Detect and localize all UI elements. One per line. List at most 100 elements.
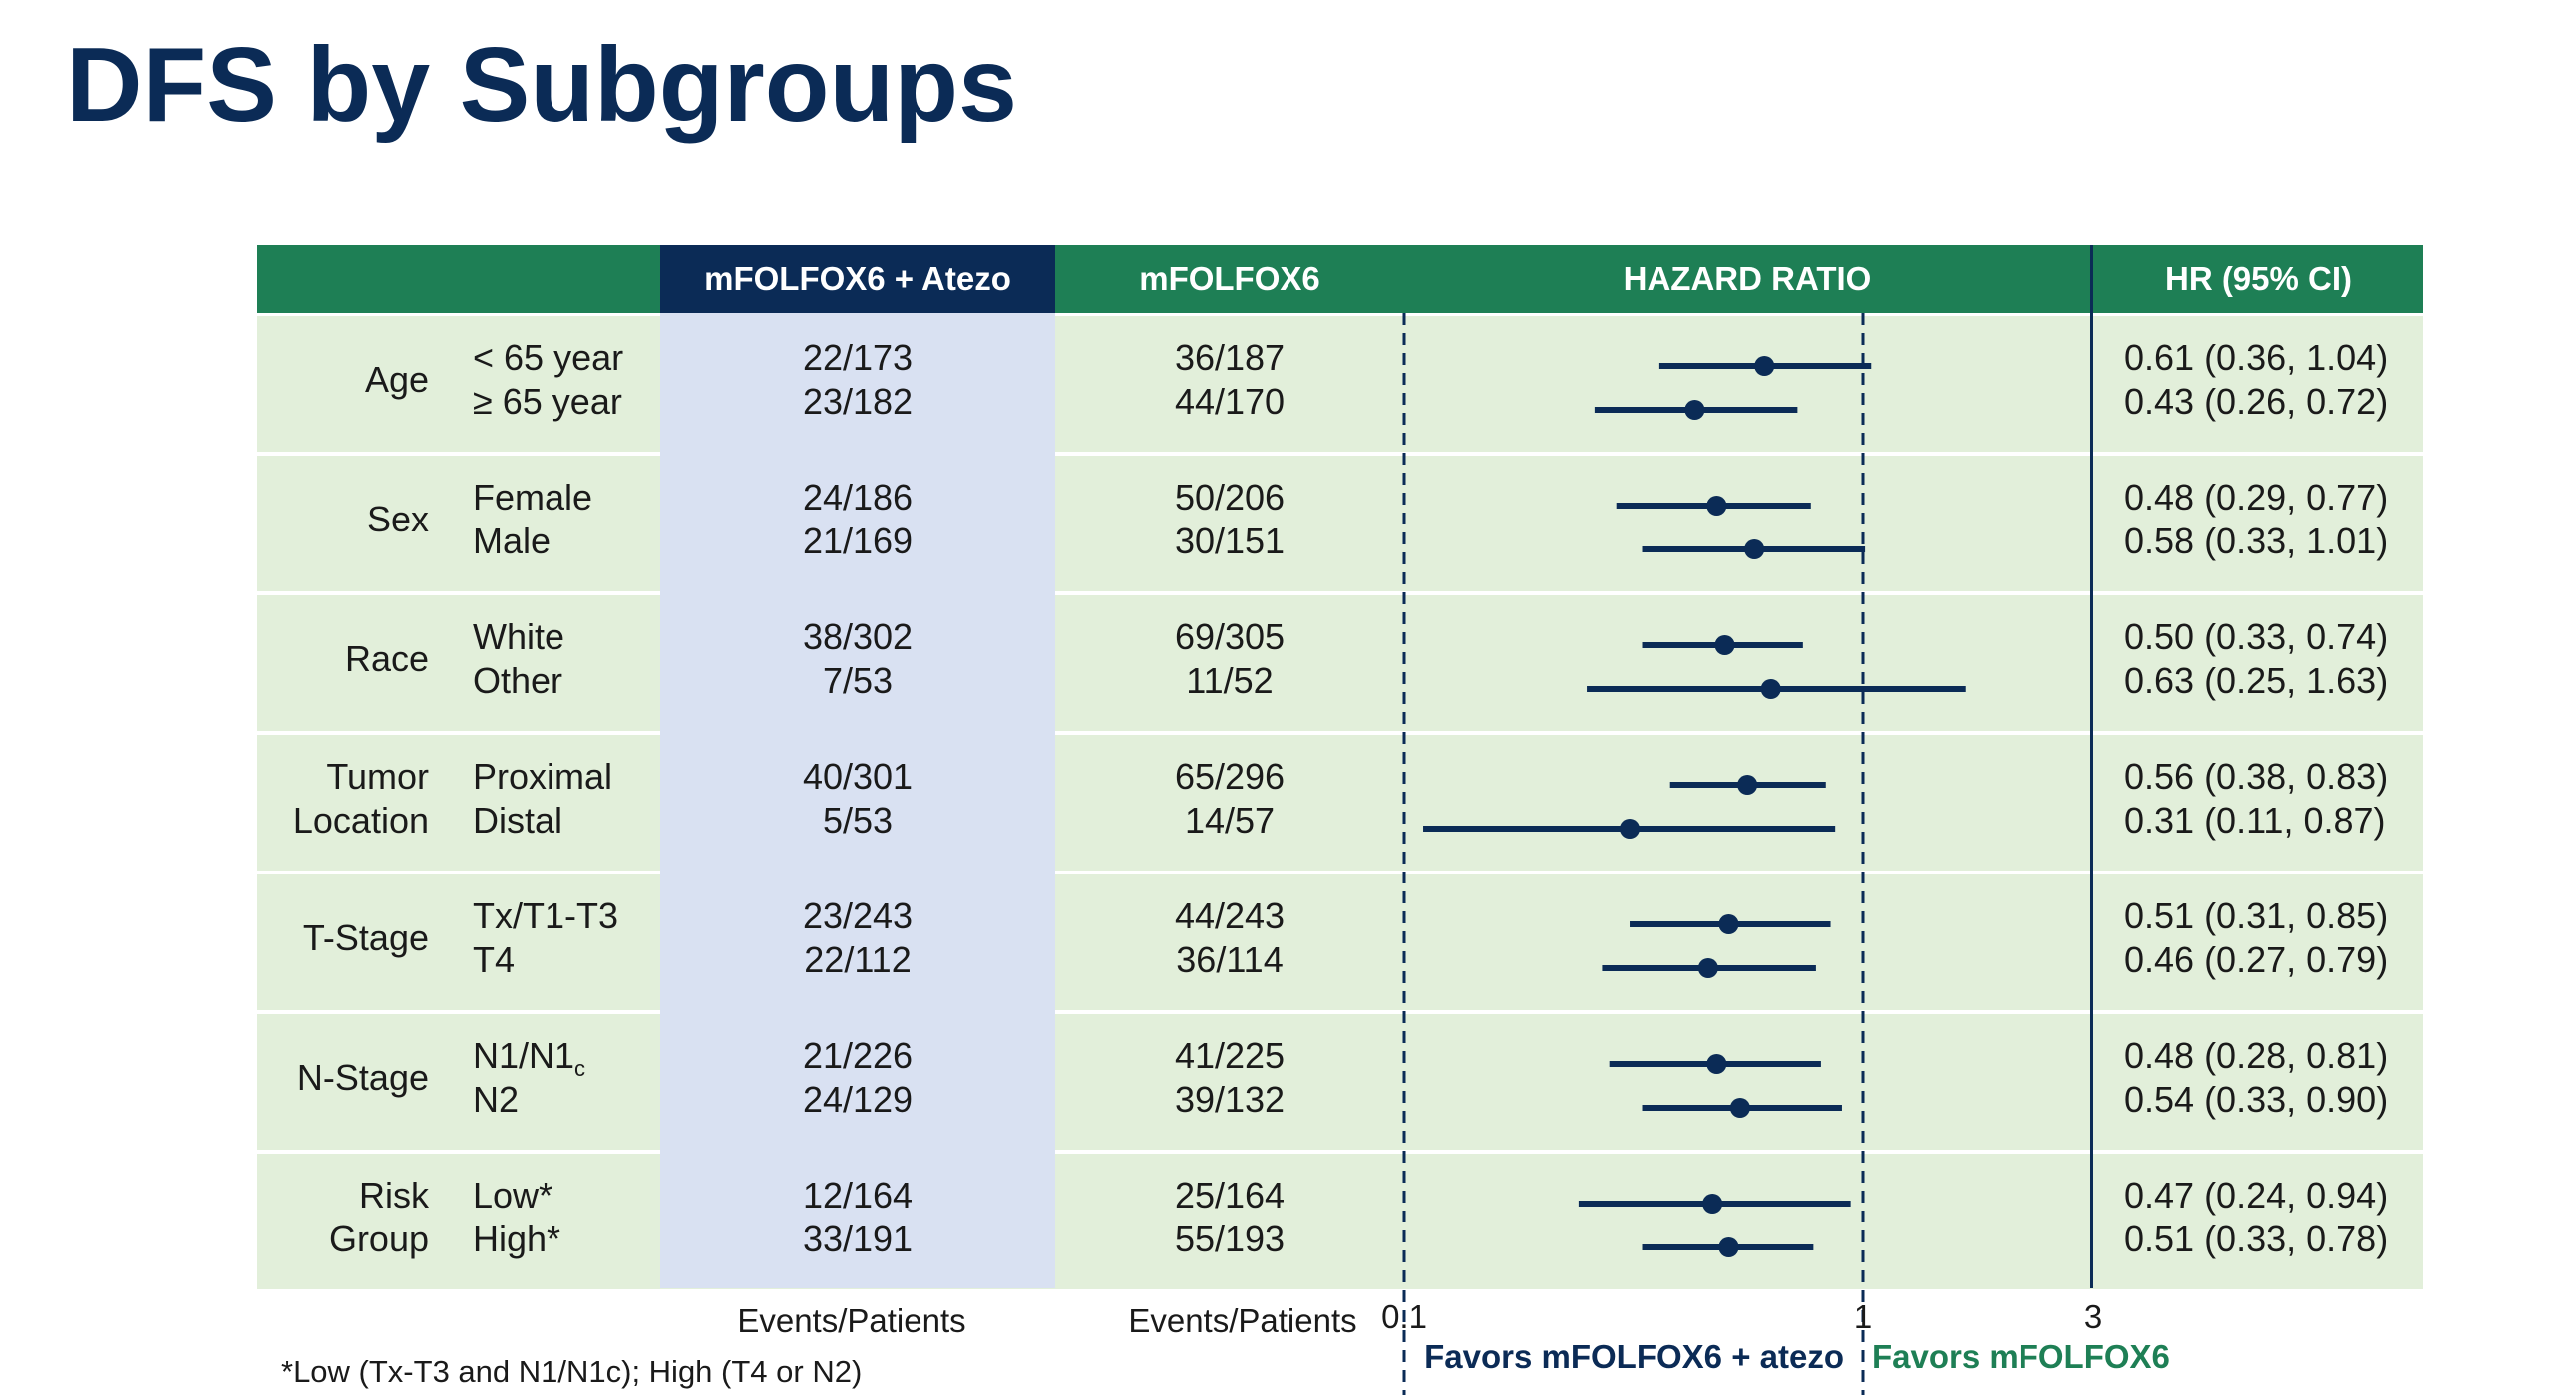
group-row-background xyxy=(257,595,2423,731)
hr-ci-value: 0.46 (0.27, 0.79) xyxy=(2124,939,2389,980)
subgroup-label: Proximal xyxy=(473,755,612,799)
x-tick-label: 0.1 xyxy=(1381,1298,1427,1335)
header-hazard-ratio: HAZARD RATIO xyxy=(1623,260,1872,297)
subgroup-label-text: High* xyxy=(473,1219,561,1259)
group-row-background xyxy=(257,456,2423,591)
subgroup-label: N1/N1c xyxy=(473,1034,585,1091)
subgroup-label: T4 xyxy=(473,938,515,982)
atezo-events-patients: 23/243 xyxy=(802,895,914,936)
page-title: DFS by Subgroups xyxy=(66,26,1017,144)
atezo-column-background xyxy=(660,313,1055,1288)
subgroup-label-text: Proximal xyxy=(473,756,613,797)
subgroup-label-text: Distal xyxy=(473,800,563,841)
subgroup-label-text: < 65 year xyxy=(473,337,624,378)
hr-ci-value: 0.48 (0.29, 0.77) xyxy=(2124,477,2389,518)
hr-point xyxy=(1737,775,1758,795)
header-control: mFOLFOX6 xyxy=(1139,260,1320,297)
atezo-events-patients: 22/112 xyxy=(804,939,912,980)
subgroup-label: Tx/T1-T3 xyxy=(473,894,618,938)
table-header-band xyxy=(257,245,2423,313)
control-events-patients: 55/193 xyxy=(1174,1219,1286,1259)
subgroup-label: White xyxy=(473,615,564,659)
atezo-events-patients: 40/301 xyxy=(802,756,914,797)
control-events-patients: 41/225 xyxy=(1174,1035,1286,1076)
hr-point xyxy=(1620,819,1641,839)
control-events-patients: 25/164 xyxy=(1174,1175,1286,1216)
atezo-events-patients: 24/186 xyxy=(802,477,914,518)
group-label: Group xyxy=(328,1219,429,1259)
control-events-patients: 36/114 xyxy=(1176,939,1284,980)
group-label: T-Stage xyxy=(302,917,429,958)
hr-ci-value: 0.54 (0.33, 0.90) xyxy=(2124,1079,2389,1120)
hr-point xyxy=(1754,356,1775,376)
control-events-patients: 44/243 xyxy=(1174,895,1286,936)
group-label: Sex xyxy=(366,499,429,539)
hr-point xyxy=(1702,1194,1723,1214)
group-label: Race xyxy=(344,638,429,679)
subgroup-label-text: ≥ 65 year xyxy=(473,381,622,422)
control-events-patients: 44/170 xyxy=(1174,381,1286,422)
hr-ci-value: 0.51 (0.31, 0.85) xyxy=(2124,895,2389,936)
subgroup-label-text: Tx/T1-T3 xyxy=(473,895,619,936)
hr-point xyxy=(1706,496,1727,516)
subgroup-label: ≥ 65 year xyxy=(473,380,622,424)
subgroup-subscript: c xyxy=(574,1056,586,1082)
atezo-events-patients: 33/191 xyxy=(802,1219,914,1259)
subgroup-label: < 65 year xyxy=(473,336,623,380)
hr-point xyxy=(1760,679,1781,699)
hr-ci-value: 0.56 (0.38, 0.83) xyxy=(2124,756,2389,797)
control-events-patients: 36/187 xyxy=(1174,337,1286,378)
subgroup-label-text: N1/N1 xyxy=(473,1035,575,1076)
control-events-patients: 69/305 xyxy=(1174,616,1286,657)
atezo-events-patients: 21/226 xyxy=(802,1035,914,1076)
hr-point xyxy=(1706,1054,1727,1074)
group-label: N-Stage xyxy=(296,1057,429,1098)
hr-ci-value: 0.58 (0.33, 1.01) xyxy=(2124,521,2389,561)
subgroup-label: Male xyxy=(473,520,551,563)
group-row-background xyxy=(257,735,2423,871)
atezo-events-patients: 24/129 xyxy=(802,1079,914,1120)
subgroup-label-text: Other xyxy=(473,660,563,701)
hr-ci-value: 0.61 (0.36, 1.04) xyxy=(2124,337,2389,378)
hr-ci-value: 0.63 (0.25, 1.63) xyxy=(2124,660,2389,701)
subgroup-label-text: Female xyxy=(473,477,593,518)
atezo-events-patients: 7/53 xyxy=(822,660,894,701)
group-row-background xyxy=(257,1014,2423,1150)
atezo-events-patients: 22/173 xyxy=(802,337,914,378)
subgroup-label: Female xyxy=(473,476,592,520)
subgroup-label: N2 xyxy=(473,1078,519,1122)
control-events-patients: 30/151 xyxy=(1174,521,1286,561)
group-label: Tumor xyxy=(326,756,429,797)
header-hr-ci: HR (95% CI) xyxy=(2164,260,2353,297)
atezo-events-patients: 12/164 xyxy=(802,1175,914,1216)
subgroup-label-text: Low* xyxy=(473,1175,553,1216)
group-label: Location xyxy=(292,800,429,841)
subgroup-label-text: T4 xyxy=(473,939,516,980)
column-divider xyxy=(2090,245,2093,1288)
atezo-events-patients: 5/53 xyxy=(822,800,894,841)
subgroup-label: Low* xyxy=(473,1174,552,1218)
subgroup-label-text: Male xyxy=(473,521,552,561)
atezo-events-patients: 23/182 xyxy=(802,381,914,422)
subgroup-label: Other xyxy=(473,659,562,703)
favors-atezo-label: Favors mFOLFOX6 + atezo xyxy=(1424,1338,1844,1375)
subgroup-label-text: N2 xyxy=(473,1079,520,1120)
hr-ci-value: 0.48 (0.28, 0.81) xyxy=(2124,1035,2389,1076)
hr-ci-value: 0.50 (0.33, 0.74) xyxy=(2124,616,2389,657)
hr-ci-value: 0.31 (0.11, 0.87) xyxy=(2124,800,2386,841)
group-row-background xyxy=(257,316,2423,452)
x-tick-label: 1 xyxy=(1854,1298,1872,1335)
hr-point xyxy=(1744,539,1765,559)
subgroup-label: High* xyxy=(473,1218,560,1261)
group-row-background xyxy=(257,1154,2423,1289)
footnote: *Low (Tx-T3 and N1/N1c); High (T4 or N2) xyxy=(281,1354,863,1389)
hr-ci-value: 0.51 (0.33, 0.78) xyxy=(2124,1219,2389,1259)
subgroup-label: Distal xyxy=(473,799,562,843)
events-patients-label-control: Events/Patients xyxy=(1128,1302,1357,1339)
atezo-events-patients: 21/169 xyxy=(802,521,914,561)
x-tick-label: 3 xyxy=(2084,1298,2102,1335)
control-events-patients: 39/132 xyxy=(1174,1079,1286,1120)
hr-ci-value: 0.47 (0.24, 0.94) xyxy=(2124,1175,2389,1216)
hr-point xyxy=(1718,914,1739,934)
